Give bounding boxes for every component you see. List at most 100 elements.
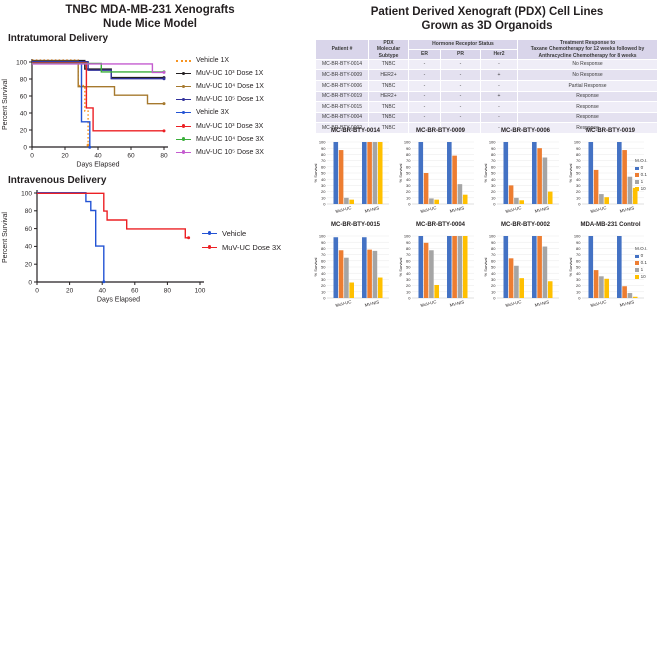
table-cell-pr: - (440, 90, 481, 103)
moi-legend-swatch (635, 275, 639, 279)
moi-legend-swatch (635, 180, 639, 184)
y-axis-title: % Survival (313, 163, 318, 182)
bar-moi-0 (418, 236, 424, 298)
legend-line-marker (176, 111, 191, 115)
y-tick-label: 40 (576, 177, 581, 182)
moi-legend-item: 0.1 (635, 260, 648, 267)
col-header-pr: PR (440, 48, 481, 60)
km-series-MuV-UC 10³ Dose 3X (32, 62, 164, 132)
x-category-label: MuV-UC (335, 205, 352, 214)
intratumoral-section-label: Intratumoral Delivery (8, 33, 109, 44)
km-endpoint (102, 280, 106, 284)
bar-moi-0.1 (622, 150, 627, 204)
y-tick-label: 50 (321, 171, 326, 176)
legend-item: MuV-UC 10³ Dose 1X (176, 67, 264, 80)
bar-moi-1 (372, 142, 378, 204)
y-tick-label: 40 (406, 177, 411, 182)
organoid-chart-MC-BR-BTY-0015: MC-BR-BTY-0015 0 10 20 30 40 50 60 70 80 90 100 % Su… (313, 222, 398, 315)
bar-moi-10 (604, 197, 609, 204)
y-tick-label: 10 (576, 289, 581, 294)
legend-line-marker (176, 71, 191, 76)
organoid-chart-MC-BR-BTY-0004: MC-BR-BTY-0004 0 10 20 30 40 50 60 70 80 90 100 % Su… (398, 222, 483, 315)
y-tick-label: 40 (20, 110, 28, 117)
table-row: MC-BR-BTY-0015 TNBC - - - Response (315, 101, 658, 113)
y-tick-label: 20 (321, 283, 326, 288)
table-cell-response: Response (517, 122, 658, 134)
bar-moi-1 (372, 250, 378, 298)
table-cell-er: - (408, 79, 441, 92)
y-tick-label: 40 (491, 177, 496, 182)
y-tick-label: 90 (321, 240, 326, 245)
bar-moi-0.1 (338, 250, 344, 298)
legend-marker-dot (182, 71, 186, 76)
legend-item: Vehicle (202, 226, 281, 240)
y-tick-label: 80 (491, 246, 496, 251)
bar-moi-10 (349, 199, 354, 204)
table-cell-response: Response (517, 111, 658, 124)
table-cell-subtype: TNBC (368, 101, 409, 113)
legend-marker-dot (208, 245, 212, 249)
legend-marker-dot (182, 111, 186, 115)
x-category-label: MV-NIS (619, 299, 635, 307)
bar-moi-0.1 (593, 169, 599, 204)
y-tick-label: 100 (16, 59, 27, 66)
x-category-label: MV-NIS (364, 205, 380, 213)
legend-label: MuV-UC 10⁵ Dose 1X (196, 96, 264, 104)
bar-moi-0 (532, 142, 537, 204)
y-tick-label: 70 (491, 158, 496, 163)
y-axis-title: % Survival (398, 163, 403, 182)
bar-moi-1 (457, 236, 463, 298)
moi-legend-label: 0 (640, 252, 644, 258)
bar-moi-0 (617, 142, 622, 204)
legend-label: MuV-UC 10³ Dose 1X (196, 70, 264, 78)
km-endpoint (86, 143, 90, 147)
organoid-chart-MC-BR-BTY-0014: MC-BR-BTY-0014 0 10 20 30 40 50 60 70 80 90 100 % Su… (313, 128, 398, 221)
table-cell-subtype: HER2+ (368, 69, 409, 81)
km-series-Vehicle (37, 191, 105, 282)
y-tick-label: 20 (491, 283, 496, 288)
legend-label: MuV-UC 10³ Dose 3X (196, 122, 264, 130)
moi-legend-item: 0 (635, 165, 648, 172)
y-tick-label: 80 (406, 152, 411, 157)
right-title-line1: Patient Derived Xenograft (PDX) Cell Lin… (370, 6, 604, 18)
table-cell-her2: - (480, 111, 518, 124)
y-tick-label: 60 (20, 93, 28, 100)
bar-moi-1 (514, 197, 519, 204)
y-tick-label: 70 (406, 252, 411, 257)
legend-line-marker (202, 231, 217, 235)
y-tick-label: 40 (321, 177, 326, 182)
table-row: MC-BR-BTY-0019 HER2+ - - + Response (315, 90, 658, 103)
bar-moi-1 (599, 194, 604, 204)
table-cell-response: No Response (517, 69, 658, 81)
y-tick-label: 40 (491, 271, 496, 276)
y-tick-label: 30 (491, 183, 496, 188)
intravenous-survival-chart: 0 20 40 60 80 100 0 20 40 60 80 100 Days Elapsed Perc… (2, 190, 206, 304)
bar-moi-0 (447, 236, 452, 298)
y-tick-label: 60 (321, 258, 326, 263)
left-title-line1: TNBC MDA-MB-231 Xenografts (65, 4, 235, 16)
y-tick-label: 70 (576, 158, 581, 163)
y-tick-label: 80 (576, 246, 581, 251)
km-series-Vehicle 3X (32, 61, 91, 148)
y-tick-label: 30 (576, 183, 581, 188)
moi-legend-label: 0 (640, 164, 644, 170)
table-row: MC-BR-BTY-0009 HER2+ - - + No Response (315, 69, 658, 81)
y-tick-label: 0 (23, 144, 27, 151)
table-cell-subtype: TNBC (368, 111, 409, 124)
legend-label: MuV-UC 10⁴ Dose 3X (196, 135, 264, 143)
table-cell-her2: - (480, 58, 518, 71)
y-tick-label: 10 (491, 289, 496, 294)
y-tick-label: 60 (576, 164, 581, 169)
moi-legend-item: 0 (635, 253, 648, 260)
y-tick-label: 90 (406, 146, 411, 151)
km-endpoint (162, 77, 166, 81)
y-axis-title: Percent Survival (2, 212, 9, 263)
left-title-line2: Nude Mice Model (103, 17, 197, 30)
bar-moi-10 (434, 199, 439, 204)
y-tick-label: 10 (576, 195, 581, 200)
right-title-line2: Grown as 3D Organoids (421, 19, 553, 32)
x-tick-label: 0 (35, 288, 39, 295)
y-tick-label: 50 (321, 265, 326, 270)
